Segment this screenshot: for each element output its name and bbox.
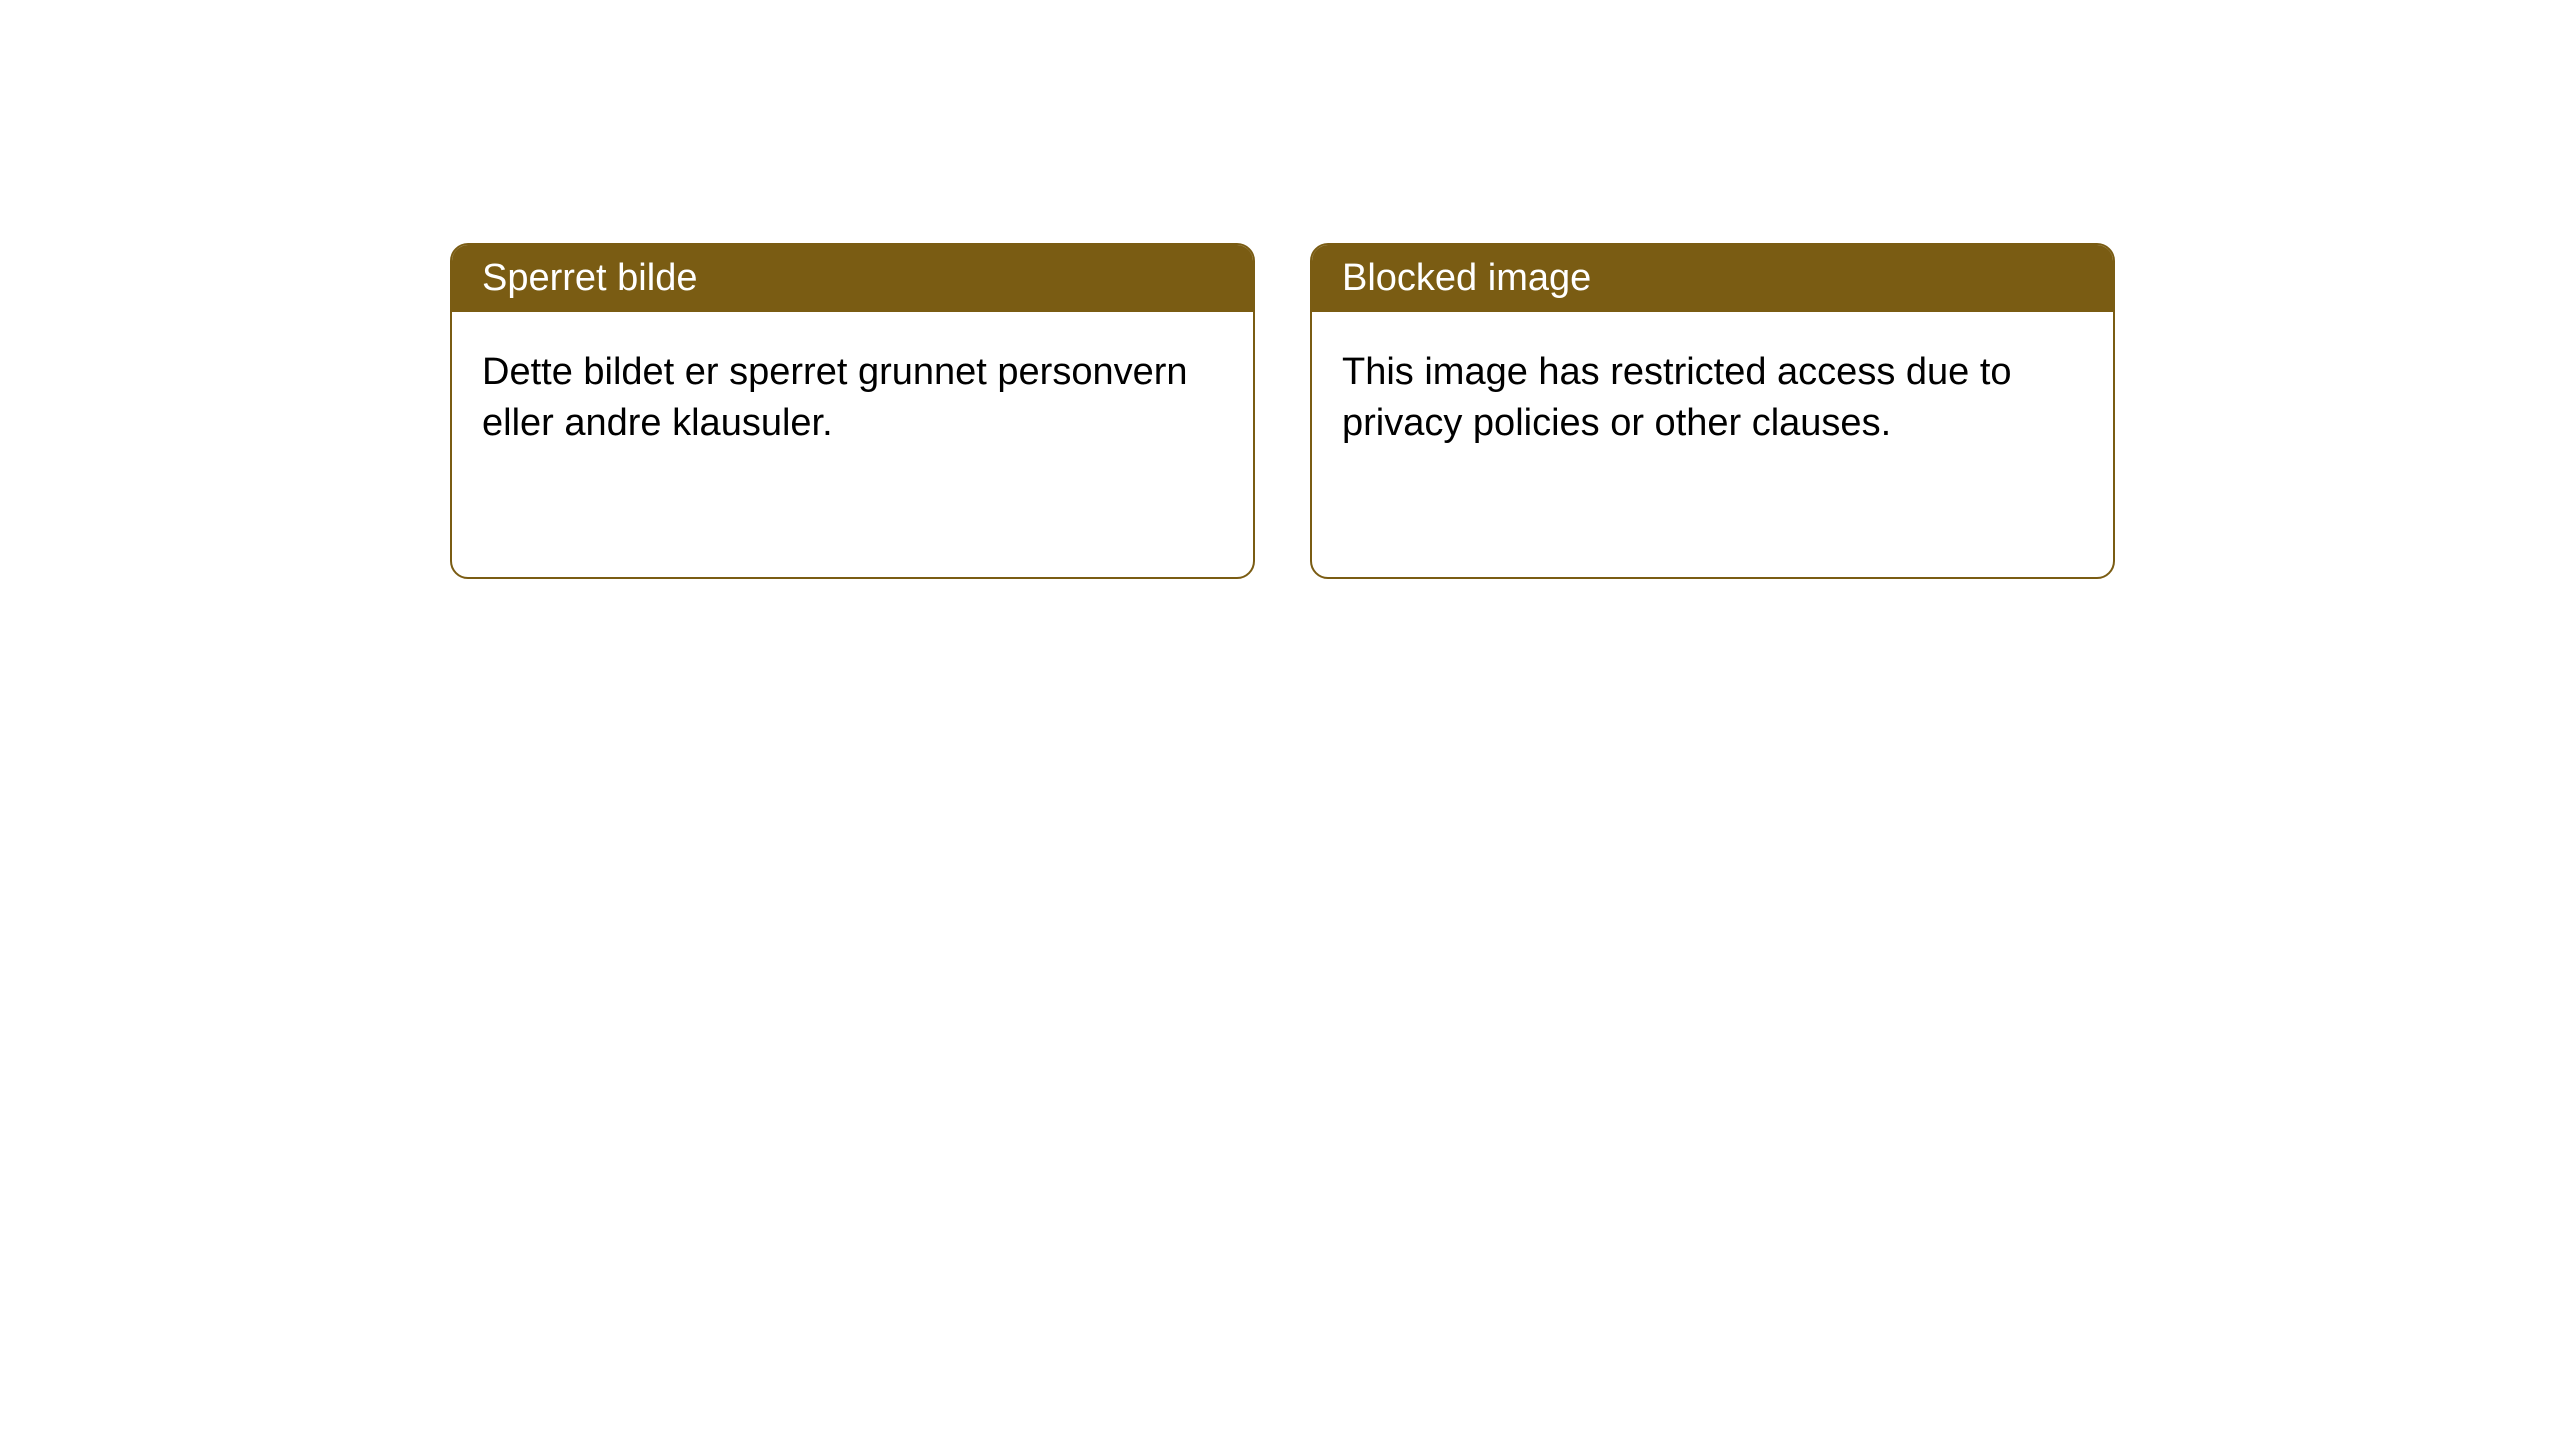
card-body-no: Dette bildet er sperret grunnet personve… (452, 312, 1253, 485)
card-header-en: Blocked image (1312, 245, 2113, 312)
blocked-image-card-en: Blocked image This image has restricted … (1310, 243, 2115, 579)
card-header-no: Sperret bilde (452, 245, 1253, 312)
cards-container: Sperret bilde Dette bildet er sperret gr… (450, 243, 2115, 579)
blocked-image-card-no: Sperret bilde Dette bildet er sperret gr… (450, 243, 1255, 579)
card-body-en: This image has restricted access due to … (1312, 312, 2113, 485)
